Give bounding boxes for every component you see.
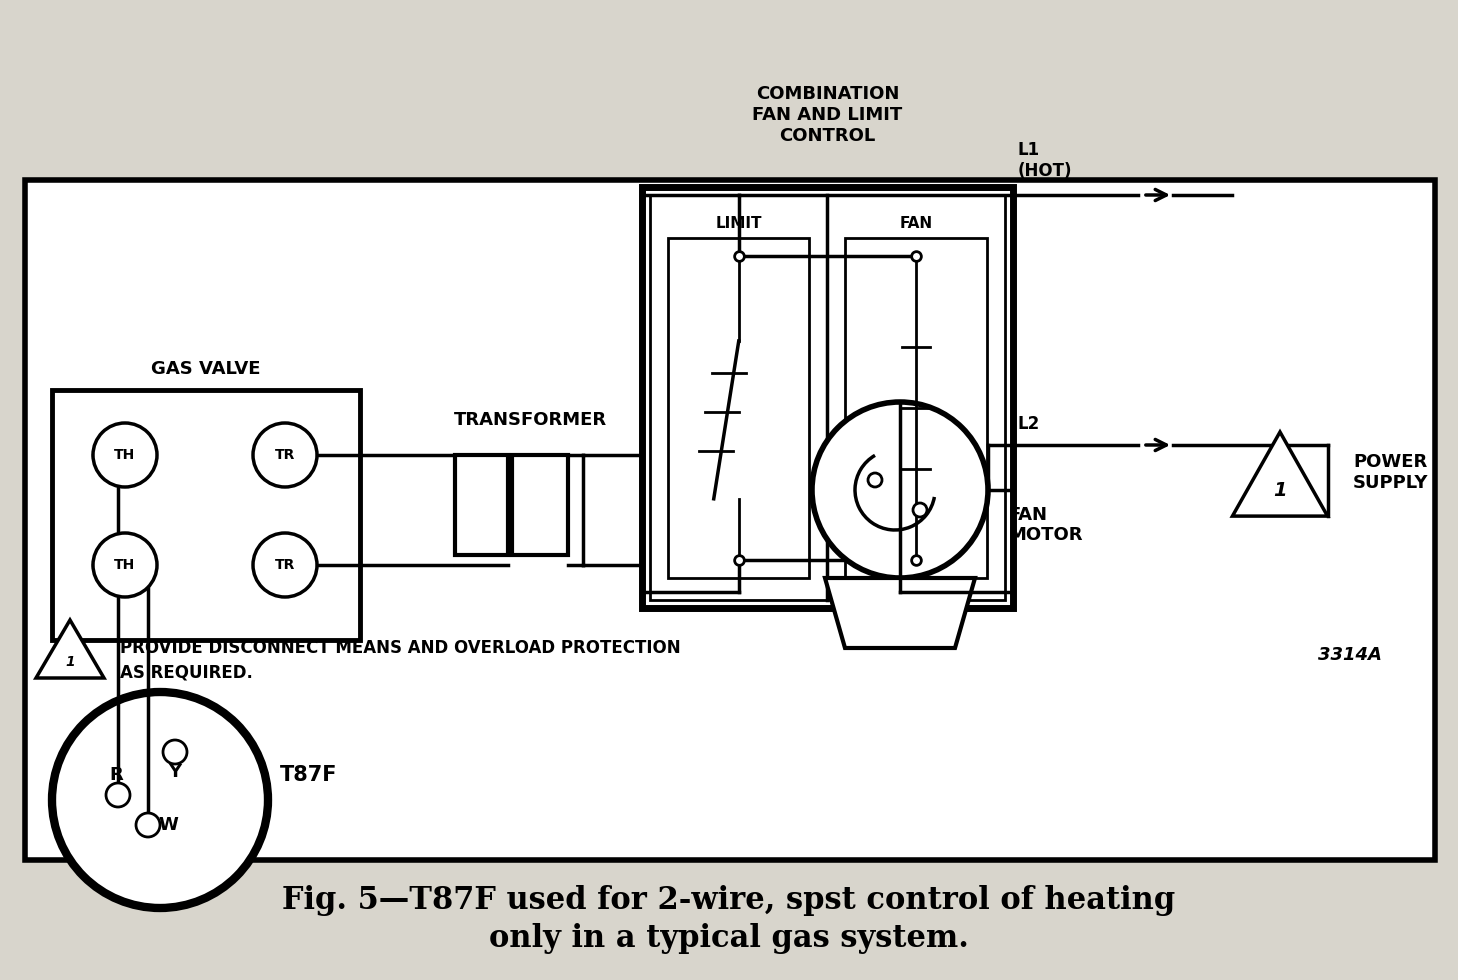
Text: PROVIDE DISCONNECT MEANS AND OVERLOAD PROTECTION: PROVIDE DISCONNECT MEANS AND OVERLOAD PR…	[120, 639, 681, 657]
Polygon shape	[825, 578, 975, 648]
Text: Y: Y	[169, 763, 182, 781]
Text: 3314A: 3314A	[1318, 646, 1382, 664]
Text: LIMIT: LIMIT	[716, 216, 763, 230]
Circle shape	[254, 423, 316, 487]
Circle shape	[913, 503, 927, 517]
Circle shape	[52, 692, 268, 908]
Text: W: W	[157, 816, 178, 834]
Text: POWER
SUPPLY: POWER SUPPLY	[1353, 453, 1429, 492]
Bar	[25, 180, 1435, 860]
Bar	[650, 195, 1005, 600]
Text: TRANSFORMER: TRANSFORMER	[453, 411, 607, 429]
Text: 1: 1	[1273, 480, 1287, 500]
Circle shape	[93, 423, 157, 487]
Bar	[846, 238, 987, 578]
Bar	[455, 455, 507, 555]
Text: 1: 1	[66, 655, 74, 669]
Text: Fig. 5—T87F used for 2-wire, spst control of heating: Fig. 5—T87F used for 2-wire, spst contro…	[283, 885, 1175, 915]
Circle shape	[136, 813, 160, 837]
Text: TH: TH	[114, 558, 136, 572]
Text: R: R	[109, 766, 122, 784]
Bar	[668, 238, 809, 578]
Circle shape	[93, 533, 157, 597]
Polygon shape	[36, 620, 104, 678]
Text: COMBINATION
FAN AND LIMIT
CONTROL: COMBINATION FAN AND LIMIT CONTROL	[752, 85, 903, 145]
Text: L1
(HOT): L1 (HOT)	[1018, 141, 1073, 180]
Circle shape	[812, 402, 989, 578]
Text: AS REQUIRED.: AS REQUIRED.	[120, 663, 252, 681]
Text: L2: L2	[1018, 415, 1040, 433]
Text: FAN
MOTOR: FAN MOTOR	[1007, 506, 1082, 545]
Text: TR: TR	[274, 448, 295, 462]
Text: FAN: FAN	[900, 216, 933, 230]
Bar	[642, 187, 1013, 608]
Circle shape	[254, 533, 316, 597]
Circle shape	[868, 473, 882, 487]
Bar	[52, 390, 360, 640]
Text: GAS VALVE: GAS VALVE	[152, 360, 261, 378]
Polygon shape	[1232, 432, 1328, 516]
Circle shape	[106, 783, 130, 807]
Text: only in a typical gas system.: only in a typical gas system.	[488, 922, 970, 954]
Bar	[512, 455, 569, 555]
Circle shape	[163, 740, 187, 764]
Text: T87F: T87F	[280, 765, 337, 785]
Text: TH: TH	[114, 448, 136, 462]
Text: TR: TR	[274, 558, 295, 572]
